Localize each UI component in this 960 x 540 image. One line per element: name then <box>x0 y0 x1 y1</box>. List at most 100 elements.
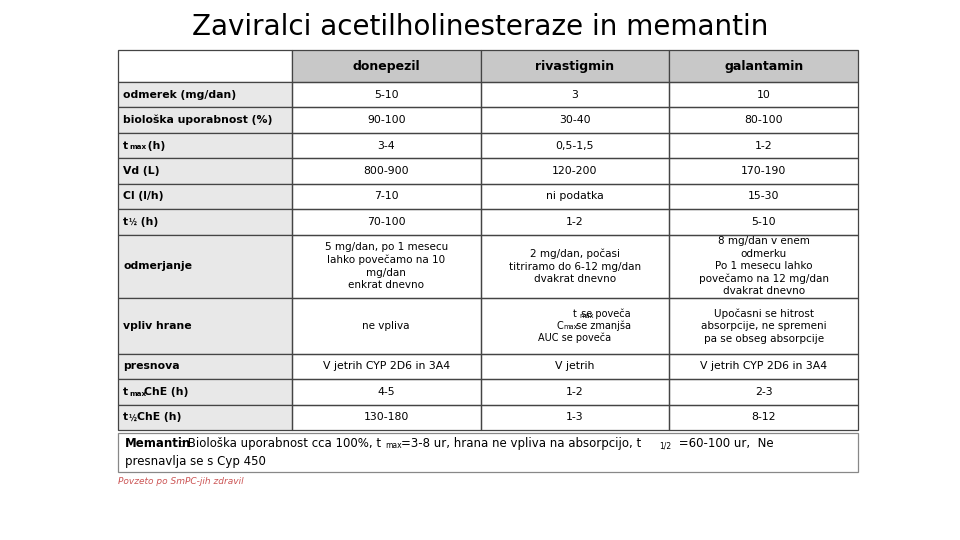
Bar <box>118 133 292 158</box>
Text: V jetrih CYP 2D6 in 3A4: V jetrih CYP 2D6 in 3A4 <box>323 361 450 372</box>
Bar <box>669 354 858 379</box>
Bar <box>118 50 292 82</box>
Bar <box>292 234 481 298</box>
Text: 70-100: 70-100 <box>367 217 405 227</box>
Bar <box>669 298 858 354</box>
Bar <box>118 209 292 234</box>
Bar <box>118 433 858 472</box>
Text: 120-200: 120-200 <box>552 166 598 176</box>
Bar <box>481 158 669 184</box>
Text: (h): (h) <box>144 140 165 151</box>
Bar <box>481 354 669 379</box>
Text: 5-10: 5-10 <box>374 90 398 100</box>
Text: t: t <box>123 387 128 397</box>
Text: 4-5: 4-5 <box>377 387 396 397</box>
Bar <box>669 158 858 184</box>
Text: =3-8 ur, hrana ne vpliva na absorpcijo, t: =3-8 ur, hrana ne vpliva na absorpcijo, … <box>401 437 641 450</box>
Text: (h): (h) <box>137 217 158 227</box>
Bar <box>292 354 481 379</box>
Text: 2 mg/dan, počasi
titriramo do 6-12 mg/dan
dvakrat dnevno: 2 mg/dan, počasi titriramo do 6-12 mg/da… <box>509 249 641 284</box>
Bar <box>669 107 858 133</box>
Bar <box>118 158 292 184</box>
Text: se zmanjša: se zmanjša <box>573 321 631 331</box>
Text: 170-190: 170-190 <box>741 166 786 176</box>
Bar <box>292 184 481 209</box>
Bar <box>118 82 292 107</box>
Text: 30-40: 30-40 <box>559 115 590 125</box>
Bar <box>118 298 292 354</box>
Bar <box>669 404 858 430</box>
Text: : Biološka uporabnost cca 100%, t: : Biološka uporabnost cca 100%, t <box>180 437 381 450</box>
Text: 15-30: 15-30 <box>748 192 780 201</box>
Text: t: t <box>123 140 128 151</box>
Bar <box>292 404 481 430</box>
Text: ChE (h): ChE (h) <box>144 387 188 397</box>
Text: 3-4: 3-4 <box>377 140 396 151</box>
Bar <box>292 209 481 234</box>
Text: 80-100: 80-100 <box>744 115 783 125</box>
Text: donepezil: donepezil <box>352 59 420 72</box>
Bar <box>669 379 858 404</box>
Bar <box>118 379 292 404</box>
Bar <box>669 209 858 234</box>
Bar <box>481 209 669 234</box>
Text: 1-2: 1-2 <box>566 387 584 397</box>
Bar <box>118 234 292 298</box>
Bar <box>481 82 669 107</box>
Bar <box>118 184 292 209</box>
Text: t: t <box>573 309 577 319</box>
Text: 3: 3 <box>571 90 578 100</box>
Bar <box>481 107 669 133</box>
Text: C: C <box>557 321 564 331</box>
Text: presnavlja se s Cyp 450: presnavlja se s Cyp 450 <box>125 455 266 468</box>
Text: ChE (h): ChE (h) <box>137 412 181 422</box>
Text: V jetrih: V jetrih <box>555 361 594 372</box>
Text: AUC se poveča: AUC se poveča <box>539 333 612 343</box>
Bar <box>292 133 481 158</box>
Text: Upočasni se hitrost
absorpcije, ne spremeni
pa se obseg absorpcije: Upočasni se hitrost absorpcije, ne sprem… <box>701 308 827 343</box>
Bar <box>118 354 292 379</box>
Text: 10: 10 <box>756 90 771 100</box>
Bar <box>481 184 669 209</box>
Bar <box>669 82 858 107</box>
Text: 1-3: 1-3 <box>566 412 584 422</box>
Bar <box>481 133 669 158</box>
Bar <box>481 298 669 354</box>
Text: ½: ½ <box>129 219 137 228</box>
Bar <box>292 158 481 184</box>
Bar <box>292 107 481 133</box>
Text: 1-2: 1-2 <box>755 140 773 151</box>
Text: max: max <box>563 325 578 330</box>
Text: odmerek (mg/dan): odmerek (mg/dan) <box>123 90 236 100</box>
Text: t: t <box>123 412 128 422</box>
Bar <box>292 298 481 354</box>
Bar <box>669 133 858 158</box>
Text: 0,5-1,5: 0,5-1,5 <box>556 140 594 151</box>
Text: odmerjanje: odmerjanje <box>123 261 192 272</box>
Text: max: max <box>385 441 401 450</box>
Text: =60-100 ur,  Ne: =60-100 ur, Ne <box>675 437 774 450</box>
Text: Memantin: Memantin <box>125 437 191 450</box>
Bar <box>118 404 292 430</box>
Text: ni podatka: ni podatka <box>546 192 604 201</box>
Text: t: t <box>123 217 128 227</box>
Text: 90-100: 90-100 <box>367 115 405 125</box>
Bar <box>118 107 292 133</box>
Text: rivastigmin: rivastigmin <box>536 59 614 72</box>
Text: max: max <box>579 313 593 319</box>
Text: presnova: presnova <box>123 361 180 372</box>
Bar <box>292 50 481 82</box>
Text: biološka uporabnost (%): biološka uporabnost (%) <box>123 115 273 125</box>
Text: se poveča: se poveča <box>578 309 631 319</box>
Text: 8 mg/dan v enem
odmerku
Po 1 mesecu lahko
povečamo na 12 mg/dan
dvakrat dnevno: 8 mg/dan v enem odmerku Po 1 mesecu lahk… <box>699 236 828 296</box>
Bar <box>669 234 858 298</box>
Text: ½: ½ <box>129 415 137 423</box>
Text: 1/2: 1/2 <box>659 441 671 450</box>
Text: 130-180: 130-180 <box>364 412 409 422</box>
Text: 800-900: 800-900 <box>364 166 409 176</box>
Text: vpliv hrane: vpliv hrane <box>123 321 192 331</box>
Bar <box>292 379 481 404</box>
Text: 5-10: 5-10 <box>752 217 776 227</box>
Text: max: max <box>129 390 146 397</box>
Text: max: max <box>129 144 146 150</box>
